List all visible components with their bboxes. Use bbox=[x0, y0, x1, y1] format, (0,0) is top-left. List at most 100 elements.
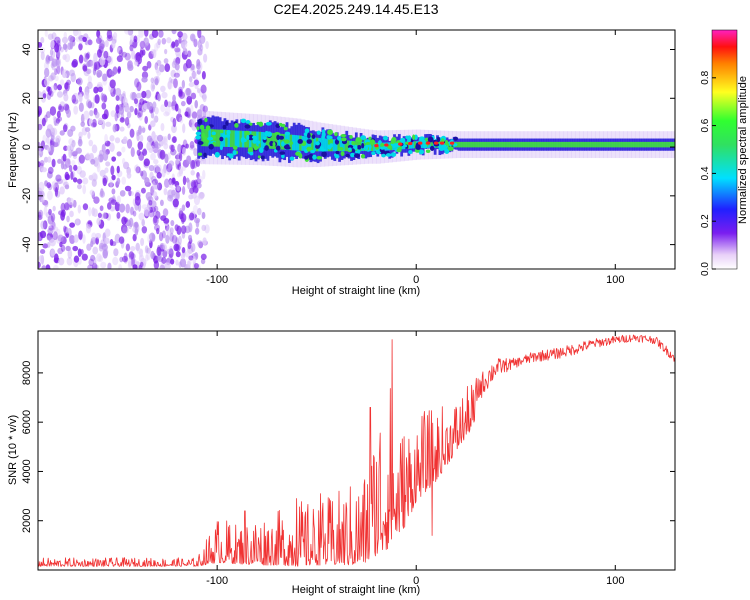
noise-mark bbox=[134, 60, 139, 66]
noise-mark bbox=[188, 255, 194, 261]
noise-mark bbox=[121, 51, 128, 58]
noise-mark bbox=[153, 215, 158, 224]
noise-mark bbox=[118, 106, 125, 115]
noise-mark bbox=[98, 242, 105, 250]
noise-mark bbox=[128, 251, 135, 260]
band-blob bbox=[284, 131, 291, 136]
band-blob bbox=[422, 144, 427, 149]
noise-mark bbox=[122, 97, 128, 106]
noise-mark bbox=[190, 104, 194, 115]
band-core bbox=[667, 141, 670, 148]
noise-mark bbox=[176, 113, 183, 123]
band-core bbox=[339, 139, 343, 152]
noise-mark bbox=[40, 36, 45, 44]
noise-mark bbox=[127, 30, 134, 36]
band-blob bbox=[252, 139, 258, 144]
noise-mark bbox=[164, 153, 169, 164]
noise-mark bbox=[110, 165, 115, 176]
noise-mark bbox=[109, 135, 115, 142]
noise-mark bbox=[147, 233, 152, 244]
band-blob bbox=[355, 138, 361, 143]
band-blob bbox=[276, 134, 280, 141]
band-blob bbox=[425, 149, 431, 153]
band-blob bbox=[281, 141, 285, 147]
noise-mark bbox=[180, 252, 186, 260]
band-blob bbox=[257, 140, 261, 144]
band-blob bbox=[226, 129, 231, 135]
noise-mark bbox=[93, 52, 98, 63]
noise-mark bbox=[198, 241, 204, 249]
noise-mark bbox=[39, 47, 46, 54]
noise-mark bbox=[181, 32, 188, 41]
band-core bbox=[535, 141, 539, 148]
noise-mark bbox=[165, 234, 170, 244]
band-peak bbox=[425, 141, 431, 145]
noise-mark bbox=[133, 35, 138, 43]
noise-mark bbox=[39, 159, 45, 167]
noise-mark bbox=[111, 156, 117, 162]
noise-mark bbox=[57, 234, 64, 242]
noise-mark bbox=[80, 121, 86, 127]
noise-mark bbox=[181, 204, 186, 212]
noise-mark bbox=[186, 50, 192, 58]
noise-mark bbox=[77, 183, 82, 190]
noise-mark bbox=[182, 166, 186, 172]
noise-mark bbox=[109, 238, 114, 246]
band-core bbox=[647, 141, 651, 148]
noise-mark bbox=[156, 59, 162, 67]
noise-mark bbox=[163, 188, 168, 196]
noise-mark bbox=[90, 240, 94, 248]
band-core bbox=[320, 138, 324, 152]
band-core bbox=[215, 129, 219, 147]
noise-mark bbox=[65, 245, 71, 252]
noise-mark bbox=[75, 218, 80, 226]
noise-mark bbox=[103, 94, 108, 103]
noise-mark bbox=[112, 256, 119, 266]
noise-mark bbox=[50, 85, 57, 94]
noise-mark bbox=[99, 56, 106, 66]
noise-mark bbox=[95, 155, 101, 164]
noise-mark bbox=[136, 34, 141, 44]
band-core bbox=[217, 129, 221, 147]
noise-mark bbox=[102, 212, 107, 220]
spectrogram-xlabel: Height of straight line (km) bbox=[292, 285, 420, 297]
noise-mark bbox=[204, 224, 210, 234]
noise-mark bbox=[141, 71, 149, 79]
noise-mark bbox=[40, 190, 45, 199]
colorbar-tick-label: 0.2 bbox=[700, 214, 711, 228]
band-blob bbox=[406, 137, 411, 143]
noise-mark bbox=[41, 265, 46, 269]
noise-mark bbox=[156, 41, 161, 49]
band-core bbox=[671, 141, 675, 148]
noise-mark bbox=[150, 77, 155, 84]
noise-mark bbox=[166, 248, 173, 255]
noise-mark bbox=[175, 48, 181, 57]
noise-mark bbox=[47, 215, 54, 225]
noise-mark bbox=[59, 130, 65, 136]
noise-mark bbox=[82, 65, 88, 72]
noise-mark bbox=[193, 263, 199, 269]
noise-mark bbox=[111, 40, 116, 49]
noise-mark bbox=[134, 195, 141, 206]
noise-mark bbox=[145, 37, 150, 46]
band-core bbox=[373, 142, 377, 152]
noise-mark bbox=[190, 159, 196, 170]
noise-mark bbox=[93, 196, 100, 204]
band-core bbox=[609, 141, 613, 148]
noise-mark bbox=[116, 195, 121, 204]
noise-mark bbox=[146, 250, 151, 261]
band-blob bbox=[303, 132, 308, 137]
band-core bbox=[509, 141, 513, 148]
noise-mark bbox=[174, 62, 180, 71]
noise-mark bbox=[96, 69, 103, 78]
band-blob bbox=[329, 138, 333, 144]
noise-mark bbox=[194, 159, 201, 165]
noise-mark bbox=[172, 117, 177, 128]
noise-mark bbox=[172, 136, 177, 143]
noise-mark bbox=[187, 241, 192, 250]
band-core bbox=[497, 141, 501, 148]
band-blob bbox=[334, 154, 340, 159]
band-core bbox=[542, 141, 546, 148]
noise-mark bbox=[189, 144, 196, 151]
noise-mark bbox=[99, 169, 106, 177]
